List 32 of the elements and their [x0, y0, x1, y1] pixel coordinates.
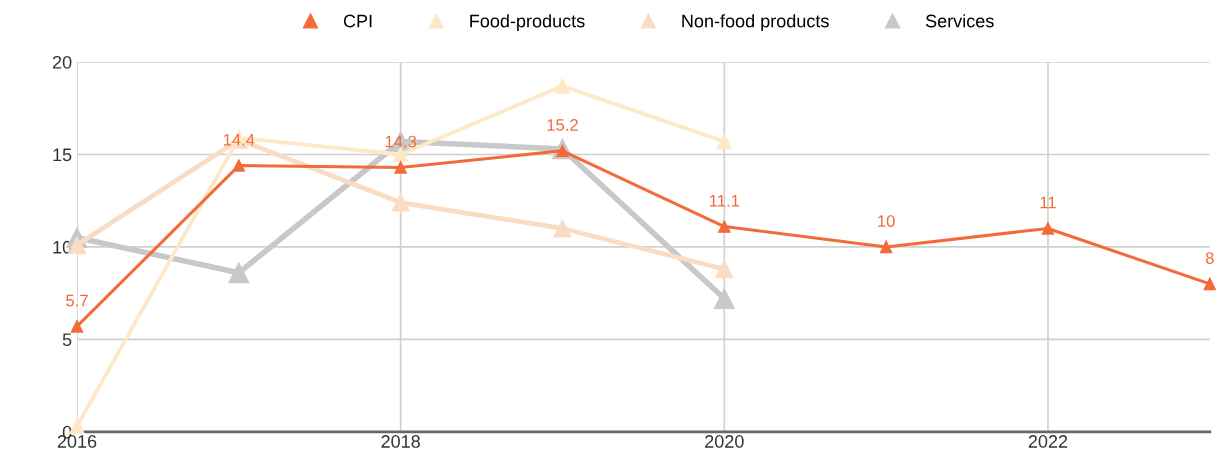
point — [554, 78, 571, 94]
point — [716, 133, 732, 150]
x-tick-label: 2022 — [1028, 435, 1068, 448]
point — [879, 240, 893, 254]
point — [713, 288, 735, 310]
data-label: 8 — [1205, 252, 1214, 264]
point — [553, 219, 572, 238]
point — [391, 193, 410, 212]
point — [715, 260, 734, 279]
y-tick-label: 5 — [62, 333, 72, 347]
legend-label: Services — [925, 14, 994, 28]
y-tick-label: 15 — [53, 148, 72, 162]
data-label: 10 — [878, 215, 895, 227]
point — [1041, 222, 1055, 235]
legend-label: CPI — [343, 14, 372, 28]
data-label: 11.1 — [709, 194, 740, 207]
x-tick-label: 2020 — [705, 435, 744, 448]
point — [232, 159, 246, 172]
point — [70, 320, 84, 333]
data-label: 11 — [1040, 196, 1056, 209]
legend-label: Non-food products — [682, 14, 829, 31]
data-label: 15.2 — [547, 119, 578, 131]
point — [228, 262, 250, 284]
data-label: 14.3 — [385, 135, 417, 148]
point — [718, 220, 731, 233]
data-label: 5.7 — [66, 294, 88, 307]
legend-label: Food-products — [470, 14, 585, 31]
x-tick-label: 2018 — [381, 435, 420, 448]
point — [1203, 277, 1217, 291]
data-label: 14.4 — [223, 133, 255, 146]
point — [394, 161, 407, 174]
y-tick-label: 20 — [52, 55, 72, 69]
